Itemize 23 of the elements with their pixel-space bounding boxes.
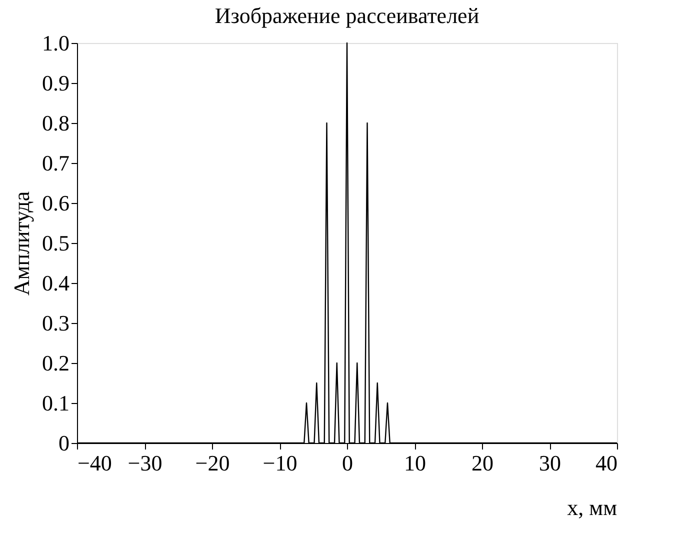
- y-tick-label: 1.0: [42, 30, 70, 56]
- x-tick-label: −20: [195, 450, 230, 476]
- y-tick-label: 0.4: [42, 270, 70, 296]
- y-tick-label: 0.9: [42, 70, 70, 96]
- y-tick-label: 0.6: [42, 190, 70, 216]
- y-tick-label: 0: [58, 430, 70, 456]
- x-tick-label: 40: [596, 450, 618, 476]
- y-tick-label: 0.2: [42, 350, 70, 376]
- y-axis-title: Амплитуда: [9, 191, 34, 296]
- chart-title: Изображение рассеивателей: [214, 3, 480, 28]
- x-tick-label: 0: [342, 450, 353, 476]
- x-tick-label: 20: [472, 450, 494, 476]
- y-tick-label: 0.8: [42, 110, 70, 136]
- y-tick-label: 0.5: [42, 230, 70, 256]
- x-tick-label: −30: [128, 450, 162, 476]
- x-tick-label: −10: [262, 450, 298, 476]
- x-axis-title: x, мм: [567, 495, 618, 520]
- x-tick-label: 10: [404, 450, 426, 476]
- y-tick-label: 0.1: [42, 390, 70, 416]
- y-tick-label: 0.7: [42, 150, 70, 176]
- x-tick-label: 30: [539, 450, 561, 476]
- y-tick-label: 0.3: [42, 310, 70, 336]
- x-tick-label: −40: [78, 450, 112, 476]
